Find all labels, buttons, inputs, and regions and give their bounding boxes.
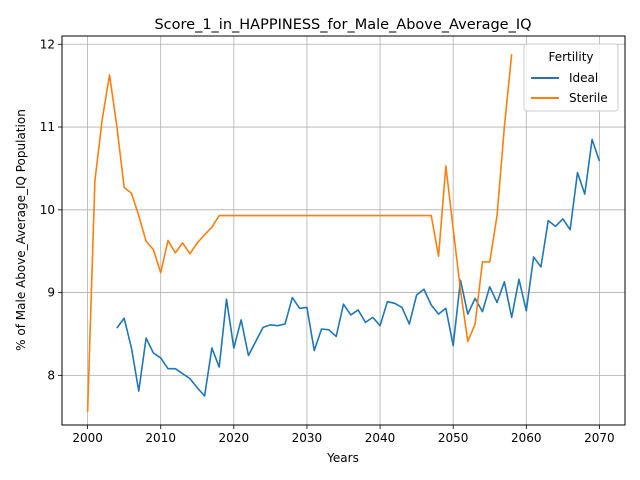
y-tick-label: 10	[40, 203, 55, 217]
series-lines	[86, 54, 601, 412]
legend-box	[523, 43, 619, 112]
series-line-ideal	[116, 138, 601, 397]
series-line-sterile	[86, 54, 513, 412]
y-axis-ticks: 8 9 10 11 12	[40, 37, 62, 382]
x-axis-ticks: 2000 2010 2020 2030 2040 2050 2060 2070	[72, 425, 615, 445]
x-tick-label: 2030	[292, 431, 323, 445]
x-tick-label: 2010	[145, 431, 176, 445]
y-tick-label: 8	[47, 368, 55, 382]
legend-label-sterile: Sterile	[569, 91, 608, 105]
chart-title: Score_1_in_HAPPINESS_for_Male_Above_Aver…	[154, 17, 531, 33]
plot-frame	[61, 35, 626, 426]
x-tick-label: 2050	[438, 431, 469, 445]
x-tick-label: 2020	[219, 431, 250, 445]
legend: Fertility Ideal Sterile	[523, 43, 619, 112]
x-tick-label: 2040	[365, 431, 396, 445]
y-tick-label: 11	[40, 120, 55, 134]
x-axis-label: Years	[326, 451, 359, 465]
x-tick-label: 2060	[511, 431, 542, 445]
y-axis-label: % of Male Above_Average_IQ Population	[14, 109, 28, 351]
legend-label-ideal: Ideal	[569, 71, 598, 85]
x-tick-label: 2070	[584, 431, 615, 445]
x-tick-label: 2000	[72, 431, 103, 445]
legend-title: Fertility	[548, 50, 593, 64]
y-tick-label: 12	[40, 37, 55, 51]
y-tick-label: 9	[47, 286, 55, 300]
